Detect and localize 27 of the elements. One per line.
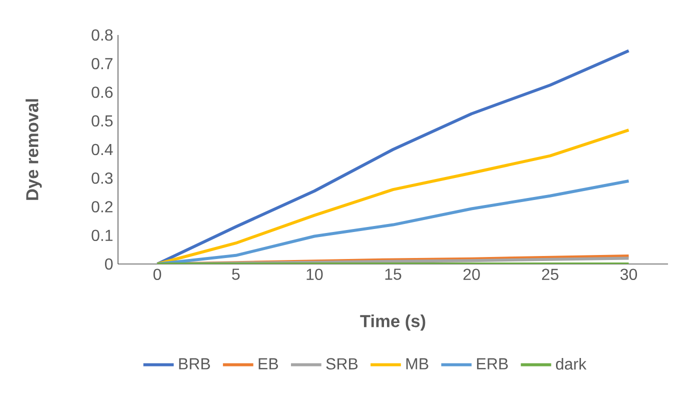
legend-label: dark	[556, 358, 586, 370]
line-series	[156, 128, 630, 264]
x-tick-label: 10	[306, 268, 323, 280]
y-tick-label: 0.2	[92, 201, 112, 212]
y-axis-title: Dye removal	[26, 99, 42, 200]
x-tick-label: 0	[153, 268, 162, 280]
y-tick-label: 0.1	[92, 230, 113, 242]
legend-label: ERB	[477, 358, 508, 370]
legend-label: SRB	[326, 358, 358, 370]
legend-label: MB	[406, 358, 428, 370]
legend-label: EB	[258, 358, 278, 370]
y-tick-label: 0.4	[92, 144, 113, 156]
legend-label: BRB	[179, 358, 210, 370]
line-series	[156, 179, 630, 264]
x-tick-label: 15	[385, 268, 402, 280]
x-tick-label: 20	[463, 268, 480, 280]
y-tick-label: 0.8	[92, 29, 113, 41]
y-tick-label: 0.3	[92, 172, 113, 184]
line-series	[156, 49, 630, 264]
x-tick-label: 25	[542, 268, 558, 280]
y-tick-label: 0	[105, 258, 113, 270]
x-tick-label: 5	[232, 268, 240, 280]
x-tick-label: 30	[620, 268, 637, 280]
y-tick-label: 0.5	[92, 115, 113, 127]
x-axis-title: Time (s)	[360, 314, 426, 331]
y-tick-label: 0.7	[92, 58, 112, 70]
y-tick-label: 0.6	[92, 86, 113, 98]
